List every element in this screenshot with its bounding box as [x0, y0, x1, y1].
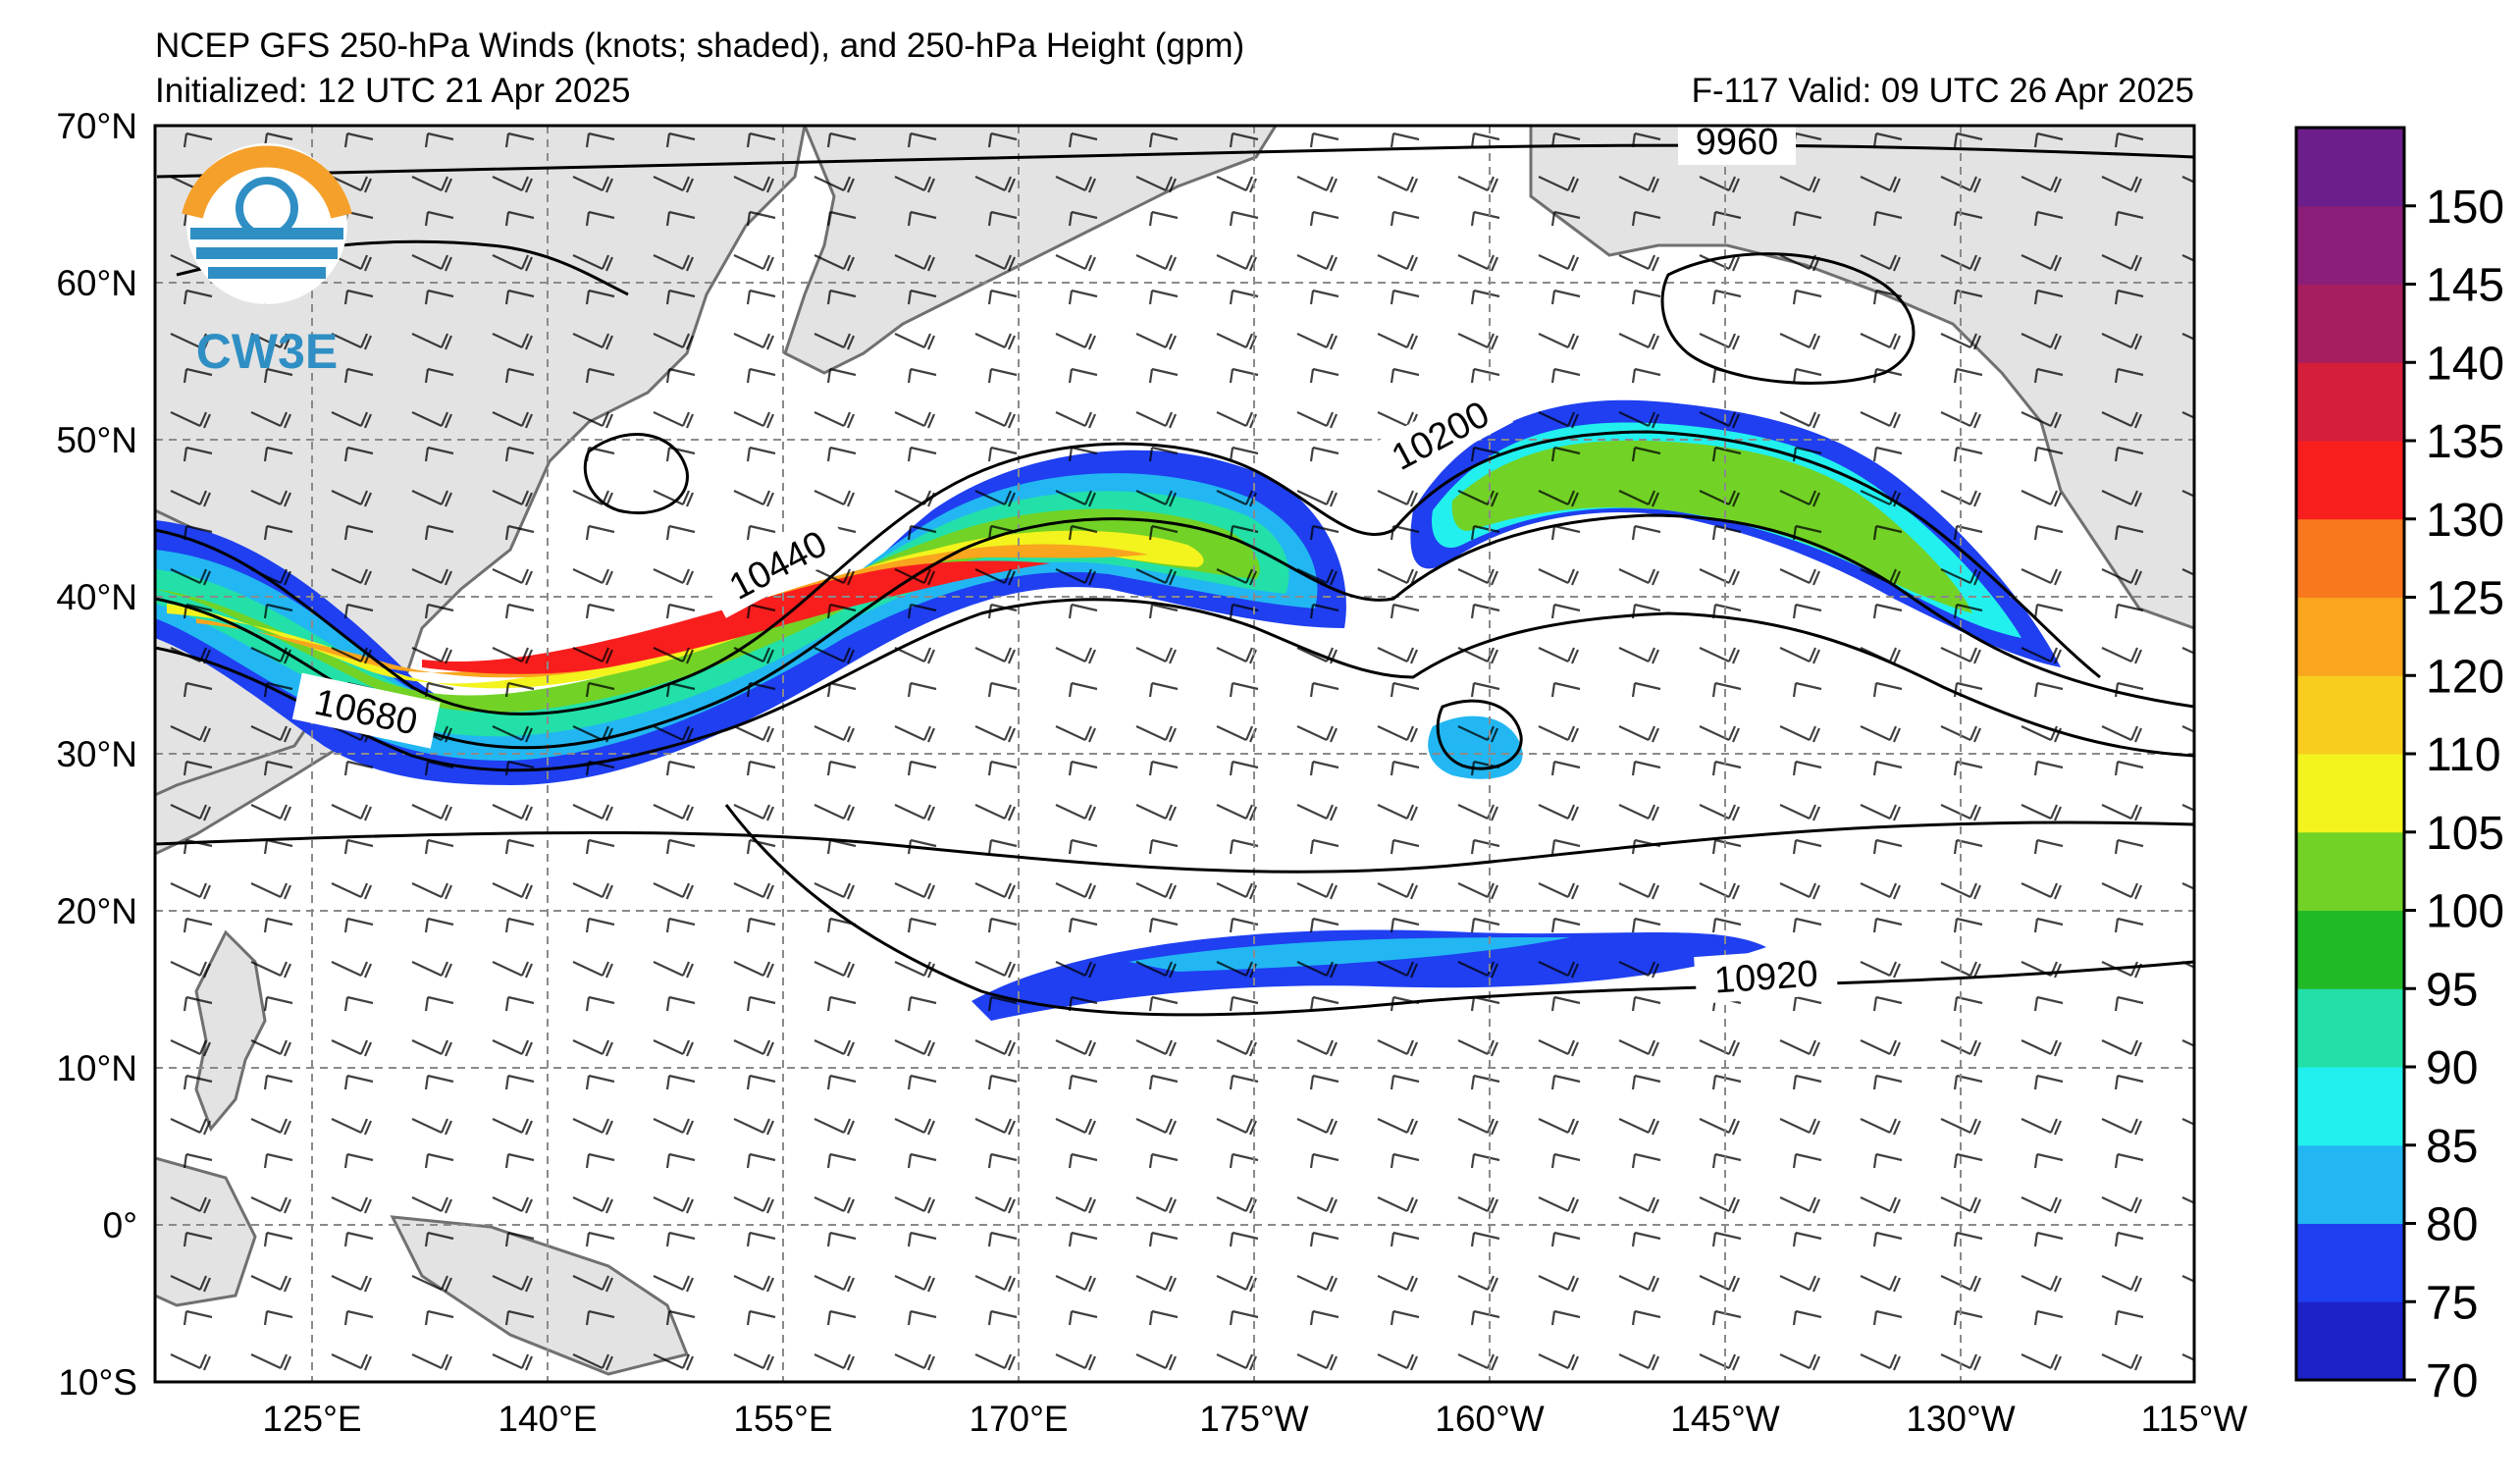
colorbar-segment	[2296, 1067, 2404, 1146]
graticule	[155, 126, 2194, 1382]
colorbar-segment	[2296, 831, 2404, 911]
lon-label: 125°E	[262, 1399, 361, 1439]
colorbar-tick-label: 85	[2426, 1121, 2478, 1173]
colorbar-tick-label: 100	[2426, 886, 2504, 938]
colorbar-segment	[2296, 284, 2404, 363]
lat-label: 10°S	[58, 1362, 137, 1403]
map-title: NCEP GFS 250-hPa Winds (knots; shaded), …	[155, 26, 1244, 65]
colorbar-tick-label: 110	[2426, 729, 2501, 781]
lon-label: 155°E	[733, 1399, 832, 1439]
colorbar-tick-label: 135	[2426, 416, 2504, 468]
colorbar-segment	[2296, 362, 2404, 442]
colorbar-tick-label: 120	[2426, 651, 2504, 703]
lon-label: 160°W	[1435, 1399, 1545, 1439]
lat-label: 50°N	[56, 420, 137, 460]
lat-label: 30°N	[56, 734, 137, 774]
colorbar-tick-label: 140	[2426, 338, 2504, 390]
lon-label: 115°W	[2141, 1399, 2248, 1439]
lat-label: 60°N	[56, 263, 137, 303]
contour-label-10920: 10920	[1713, 953, 1819, 1001]
logo-text: CW3E	[196, 324, 338, 379]
lat-label: 70°N	[56, 106, 137, 146]
colorbar-segment	[2296, 128, 2404, 207]
contour-labels: 9960 10200 10440 10680 10920	[291, 122, 1839, 1004]
colorbar-segment	[2296, 518, 2404, 598]
lat-label: 20°N	[56, 891, 137, 931]
colorbar-segment	[2296, 1301, 2404, 1381]
lat-axis: 70°N 60°N 50°N 40°N 30°N 20°N 10°N 0° 10…	[56, 106, 137, 1403]
lon-label: 140°E	[498, 1399, 597, 1439]
lon-label: 145°W	[1670, 1399, 1780, 1439]
colorbar-segment	[2296, 675, 2404, 755]
lat-label: 0°	[103, 1205, 137, 1245]
valid-time: F-117 Valid: 09 UTC 26 Apr 2025	[1692, 72, 2194, 110]
colorbar-segment	[2296, 597, 2404, 676]
lat-label: 10°N	[56, 1048, 137, 1088]
colorbar-tick-label: 80	[2426, 1199, 2478, 1251]
colorbar-tick-label: 130	[2426, 495, 2504, 547]
lon-label: 130°W	[1906, 1399, 2016, 1439]
colorbar-tick-label: 90	[2426, 1042, 2478, 1094]
colorbar-segment	[2296, 441, 2404, 520]
height-contours	[155, 143, 2194, 1017]
colorbar-segment	[2296, 205, 2404, 285]
colorbar-segment	[2296, 754, 2404, 833]
colorbar-tick-label: 105	[2426, 808, 2504, 860]
colorbar-segment	[2296, 1223, 2404, 1302]
colorbar-tick-label: 70	[2426, 1355, 2478, 1407]
colorbar-tick-label: 125	[2426, 573, 2504, 625]
colorbar-segment	[2296, 988, 2404, 1068]
colorbar-tick-label: 150	[2426, 182, 2504, 234]
lon-label: 170°E	[969, 1399, 1068, 1439]
lat-label: 40°N	[56, 577, 137, 617]
colorbar-tick-label: 95	[2426, 964, 2478, 1016]
lon-label: 175°W	[1199, 1399, 1309, 1439]
colorbar-segment	[2296, 1144, 2404, 1224]
plot-frame	[153, 124, 2196, 1384]
colorbar: 70 75 80 85 90 95 100 105 110 120 125 130 135 140 145 1…	[2294, 126, 2504, 1407]
map-plot-area: 9960 10200 10440 10680 10920	[155, 122, 2194, 1382]
colorbar-segment	[2296, 910, 2404, 989]
init-time: Initialized: 12 UTC 21 Apr 2025	[155, 72, 630, 110]
lon-axis: 125°E 140°E 155°E 170°E 175°W 160°W 145°…	[262, 1399, 2247, 1439]
contour-label-9960: 9960	[1696, 122, 1779, 163]
colorbar-tick-label: 75	[2426, 1277, 2478, 1329]
colorbar-tick-label: 145	[2426, 260, 2504, 312]
cw3e-logo: CW3E	[182, 143, 352, 379]
